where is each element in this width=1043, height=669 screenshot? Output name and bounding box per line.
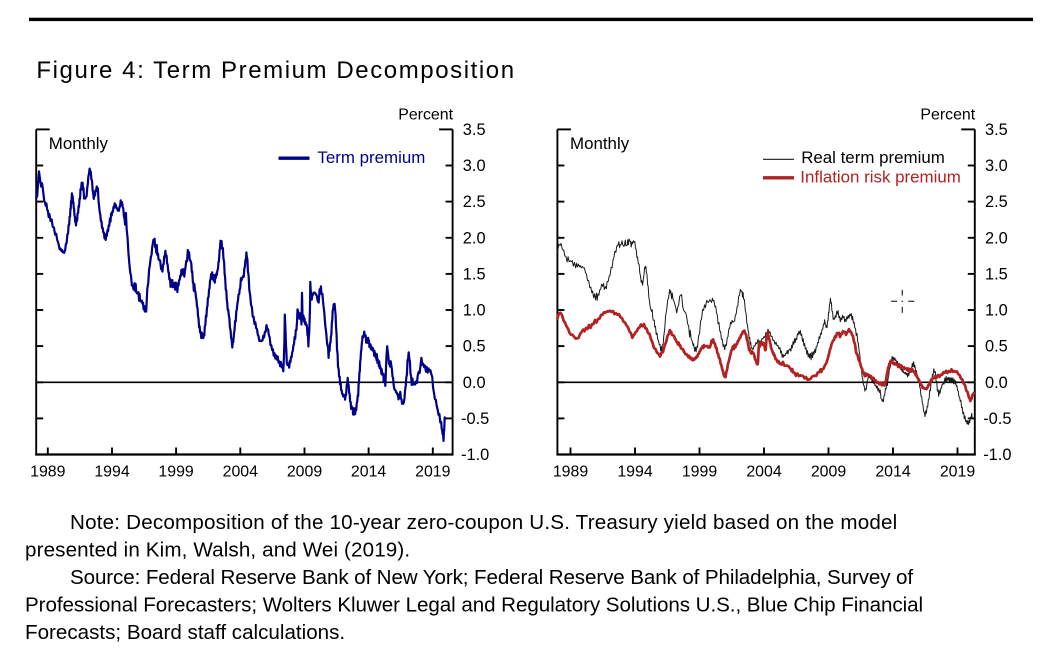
svg-text:2.0: 2.0 <box>985 229 1008 247</box>
svg-text:-1.0: -1.0 <box>461 446 489 464</box>
svg-text:1.0: 1.0 <box>985 302 1008 320</box>
svg-text:2.0: 2.0 <box>463 229 486 247</box>
svg-text:Monthly: Monthly <box>49 134 109 153</box>
svg-text:2009: 2009 <box>811 463 847 480</box>
svg-text:Monthly: Monthly <box>570 134 630 153</box>
svg-text:2014: 2014 <box>351 463 387 480</box>
svg-text:2019: 2019 <box>940 463 976 480</box>
svg-text:presented in Kim, Walsh, and W: presented in Kim, Walsh, and Wei (2019). <box>25 539 410 562</box>
svg-text:3.5: 3.5 <box>463 121 486 139</box>
svg-text:Percent: Percent <box>398 106 453 123</box>
svg-text:0.5: 0.5 <box>985 338 1008 356</box>
svg-text:2019: 2019 <box>415 463 451 480</box>
svg-text:Forecasts; Board staff calcula: Forecasts; Board staff calculations. <box>25 621 345 644</box>
svg-text:-0.5: -0.5 <box>461 410 489 428</box>
svg-text:Percent: Percent <box>920 106 975 123</box>
svg-text:Figure 4: Term Premium Decompo: Figure 4: Term Premium Decomposition <box>36 57 515 84</box>
svg-text:1989: 1989 <box>30 463 66 480</box>
svg-text:2009: 2009 <box>287 463 323 480</box>
svg-text:0.0: 0.0 <box>985 374 1008 392</box>
svg-text:2.5: 2.5 <box>463 193 486 211</box>
svg-text:Note: Decomposition of the 10-: Note: Decomposition of the 10-year zero-… <box>70 511 897 534</box>
svg-text:Real term premium: Real term premium <box>801 148 945 167</box>
svg-text:1999: 1999 <box>158 463 194 480</box>
svg-text:1994: 1994 <box>617 463 653 480</box>
svg-text:2.5: 2.5 <box>985 193 1008 211</box>
svg-text:1.5: 1.5 <box>463 265 486 283</box>
svg-text:Inflation risk premium: Inflation risk premium <box>800 167 961 186</box>
svg-text:0.0: 0.0 <box>463 374 486 392</box>
svg-text:-1.0: -1.0 <box>983 446 1011 464</box>
svg-text:Term premium: Term premium <box>317 148 425 167</box>
svg-text:1994: 1994 <box>94 463 130 480</box>
svg-text:Source: Federal Reserve Bank o: Source: Federal Reserve Bank of New York… <box>70 566 913 589</box>
svg-text:1989: 1989 <box>553 463 589 480</box>
svg-text:2004: 2004 <box>746 463 782 480</box>
svg-text:-0.5: -0.5 <box>983 410 1011 428</box>
svg-text:2004: 2004 <box>223 463 259 480</box>
svg-text:1.5: 1.5 <box>985 265 1008 283</box>
svg-text:3.0: 3.0 <box>985 157 1008 175</box>
svg-text:2014: 2014 <box>875 463 911 480</box>
svg-text:Professional Forecasters; Wolt: Professional Forecasters; Wolters Kluwer… <box>25 593 923 616</box>
svg-text:3.0: 3.0 <box>463 157 486 175</box>
svg-text:3.5: 3.5 <box>985 121 1008 139</box>
svg-text:1999: 1999 <box>682 463 718 480</box>
svg-text:0.5: 0.5 <box>463 338 486 356</box>
svg-text:1.0: 1.0 <box>463 302 486 320</box>
